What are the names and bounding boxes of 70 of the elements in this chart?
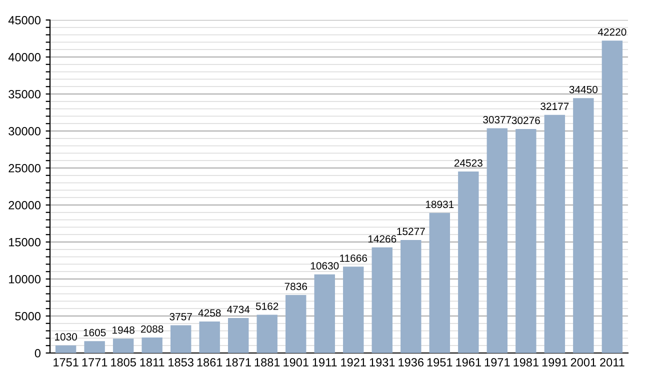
x-tick-label: 1981: [514, 358, 538, 367]
y-tick-label: 20000: [8, 201, 41, 210]
x-tick-label: 1991: [542, 358, 568, 367]
x-tick-label: 1931: [370, 358, 395, 367]
y-tick-label: 25000: [8, 164, 41, 172]
data-label: 18931: [426, 200, 454, 208]
x-tick-label: 1881: [254, 358, 280, 367]
bar: [400, 240, 422, 353]
x-tick-label: 1961: [456, 358, 481, 367]
bar: [429, 212, 450, 353]
x-tick-label: 1871: [226, 358, 251, 367]
data-label: 3757: [170, 312, 192, 320]
bar: [199, 321, 220, 353]
data-label: 34450: [569, 86, 598, 94]
y-tick-label: 35000: [8, 90, 41, 98]
x-tick-label: 1951: [427, 358, 452, 367]
x-tick-label: 1805: [111, 358, 136, 367]
data-label: 14266: [368, 235, 396, 243]
data-label: 10630: [310, 262, 339, 270]
data-label: 30377: [483, 116, 512, 124]
data-label: 42220: [598, 28, 626, 36]
bar: [516, 128, 536, 353]
y-tick-label: 45000: [8, 16, 41, 24]
bar: [573, 98, 594, 353]
bar: [372, 247, 392, 353]
bar: [228, 318, 249, 353]
bar: [602, 40, 623, 353]
bar: [343, 266, 364, 353]
bar: [314, 274, 335, 353]
x-tick-label: 1853: [168, 358, 194, 367]
bar: [256, 314, 278, 353]
x-tick-label: 1861: [197, 358, 222, 367]
x-tick-label: 1771: [82, 358, 108, 366]
bar: [55, 345, 76, 353]
x-tick-label: 1751: [54, 358, 78, 367]
x-tick-label: 1911: [312, 358, 337, 367]
data-label: 7836: [284, 282, 307, 290]
bar: [84, 341, 105, 353]
y-tick-label: 10000: [9, 275, 41, 284]
x-tick-label: 1971: [484, 358, 510, 367]
bar: [486, 128, 508, 353]
bar: [458, 172, 479, 353]
x-tick-label: 2011: [600, 358, 624, 367]
data-label: 1948: [112, 326, 134, 334]
x-tick-label: 2001: [570, 358, 596, 367]
bar: [544, 114, 566, 353]
data-label: 24523: [454, 159, 482, 167]
x-tick-label: 1936: [398, 358, 424, 367]
data-label: 5162: [256, 302, 278, 310]
y-tick-label: 5000: [15, 312, 41, 320]
data-label: 4734: [227, 306, 250, 314]
y-tick-label: 15000: [9, 238, 41, 246]
y-tick-label: 30000: [8, 127, 41, 136]
data-label: 1030: [55, 333, 77, 341]
bar: [142, 338, 162, 353]
y-tick-label: 0: [34, 349, 41, 358]
data-label: 2088: [141, 325, 164, 333]
bar: [286, 295, 306, 353]
x-tick-label: 1811: [140, 358, 164, 367]
y-tick-label: 40000: [8, 53, 41, 62]
data-label: 4258: [198, 309, 221, 317]
x-tick-label: 1921: [341, 358, 366, 367]
bar: [170, 325, 192, 353]
x-tick-label: 1901: [284, 358, 308, 367]
data-label: 15277: [397, 228, 425, 236]
data-label: 30276: [512, 116, 540, 124]
data-label: 1605: [84, 328, 106, 336]
data-label: 32177: [540, 102, 569, 110]
data-label: 11666: [340, 254, 368, 262]
bar: [112, 338, 134, 353]
